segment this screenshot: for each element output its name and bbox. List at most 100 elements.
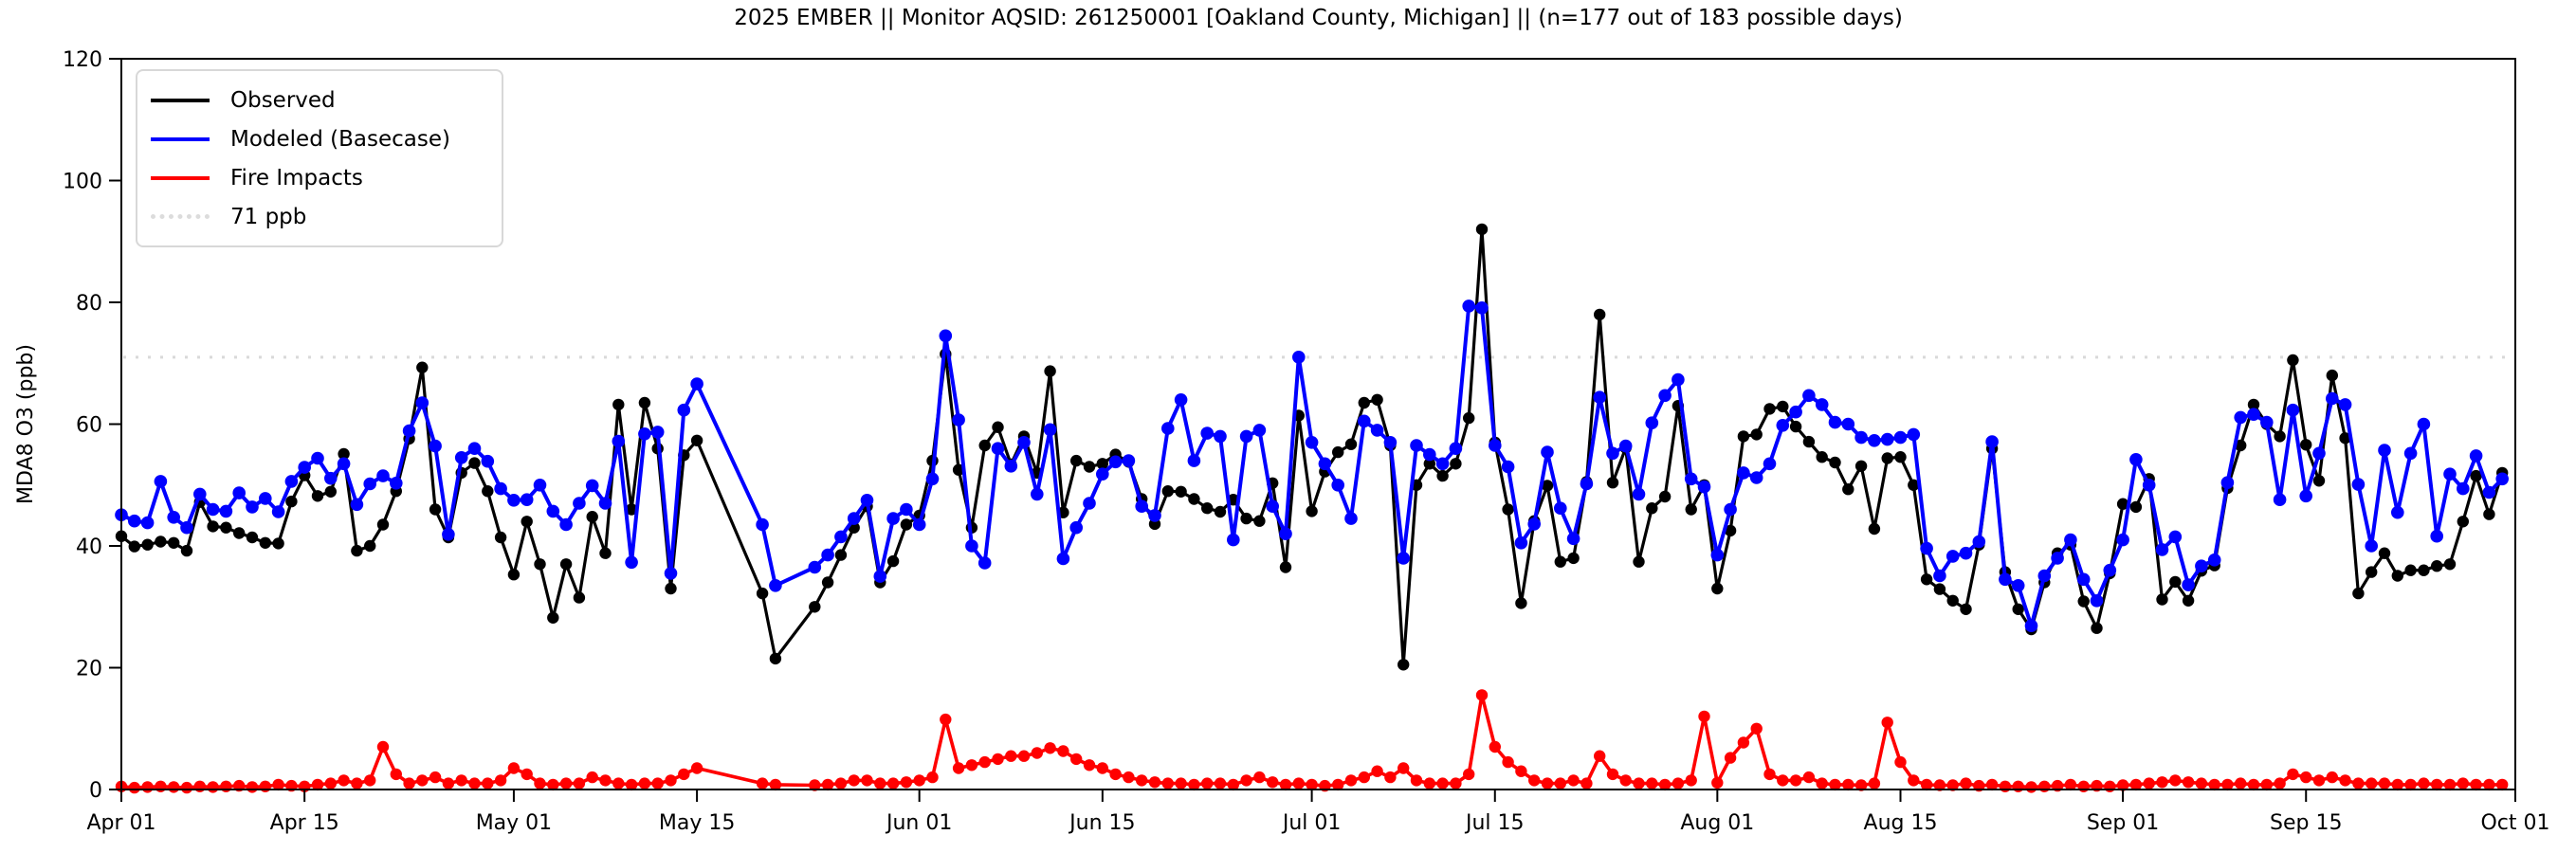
series-marker — [2260, 778, 2273, 791]
legend-line-sample — [151, 175, 210, 180]
series-marker — [1566, 532, 1580, 546]
series-marker — [1776, 419, 1790, 432]
series-marker — [2247, 408, 2260, 422]
series-marker — [664, 567, 678, 580]
series-marker — [1554, 555, 1567, 568]
series-marker — [2182, 578, 2195, 591]
series-marker — [586, 511, 598, 523]
series-marker — [1829, 778, 1841, 791]
series-marker — [271, 505, 285, 518]
series-marker — [2143, 777, 2155, 789]
series-marker — [1501, 460, 1515, 474]
series-marker — [1528, 774, 1541, 787]
series-marker — [2103, 563, 2117, 577]
series-marker — [2338, 398, 2352, 411]
series-marker — [1737, 466, 1750, 480]
series-marker — [665, 774, 677, 787]
series-marker — [1253, 771, 1266, 784]
series-marker — [809, 601, 821, 613]
series-marker — [220, 780, 232, 792]
series-marker — [625, 778, 638, 791]
series-marker — [350, 498, 364, 512]
series-marker — [1658, 490, 1672, 503]
series-marker — [1384, 771, 1397, 784]
series-marker — [1331, 479, 1344, 492]
series-marker — [1672, 777, 1685, 789]
series-marker — [219, 504, 233, 518]
series-marker — [1894, 451, 1907, 463]
series-marker — [311, 451, 324, 465]
series-marker — [2182, 594, 2195, 607]
x-tick-label: Jul 01 — [1281, 811, 1342, 835]
series-marker — [2247, 398, 2260, 411]
series-marker — [1370, 424, 1384, 437]
series-marker — [1463, 411, 1475, 425]
series-marker — [2195, 559, 2208, 572]
series-marker — [1618, 439, 1633, 453]
series-marker — [1777, 774, 1789, 787]
series-marker — [573, 497, 586, 510]
series-marker — [1868, 777, 1881, 789]
series-marker — [1515, 765, 1527, 777]
series-marker — [978, 439, 991, 452]
series-marker — [1868, 434, 1881, 447]
series-marker — [1658, 778, 1672, 791]
series-marker — [2391, 570, 2403, 582]
series-marker — [1423, 447, 1436, 462]
series-marker — [468, 777, 481, 789]
series-marker — [1515, 597, 1527, 609]
series-marker — [1174, 393, 1188, 407]
series-marker — [559, 558, 573, 571]
series-marker — [573, 591, 586, 604]
series-marker — [1594, 308, 1606, 321]
series-marker — [1410, 439, 1423, 452]
series-marker — [1632, 487, 1646, 501]
x-tick-label: Apr 01 — [86, 811, 155, 835]
series-marker — [913, 774, 925, 787]
series-marker — [2378, 547, 2391, 559]
series-marker — [155, 780, 167, 792]
series-marker — [1567, 774, 1580, 787]
series-marker — [1239, 429, 1253, 444]
series-marker — [2116, 533, 2129, 547]
series-marker — [834, 530, 848, 544]
series-marker — [886, 777, 900, 789]
series-marker — [1802, 389, 1816, 403]
series-marker — [2312, 475, 2326, 487]
series-marker — [1685, 774, 1697, 787]
legend-label: Fire Impacts — [230, 165, 363, 191]
series-marker — [324, 471, 338, 485]
series-marker — [834, 777, 848, 789]
series-marker — [1908, 774, 1920, 787]
series-marker — [259, 536, 271, 549]
series-marker — [442, 777, 455, 789]
series-marker — [598, 497, 612, 510]
series-marker — [1436, 777, 1449, 789]
series-marker — [2195, 777, 2208, 789]
series-marker — [1541, 445, 1554, 459]
y-tick-label: 100 — [63, 171, 102, 194]
series-marker — [494, 774, 507, 787]
series-marker — [351, 777, 363, 789]
series-marker — [1698, 710, 1710, 723]
series-marker — [900, 502, 913, 517]
series-marker — [1933, 779, 1946, 791]
series-marker — [1514, 536, 1528, 550]
series-marker — [1920, 573, 1933, 586]
series-marker — [482, 485, 494, 498]
series-marker — [1175, 485, 1187, 498]
series-marker — [586, 771, 598, 784]
series-marker — [1344, 438, 1358, 450]
series-marker — [861, 774, 873, 787]
series-marker — [2051, 552, 2064, 565]
series-marker — [1475, 223, 1489, 236]
series-marker — [1985, 435, 1999, 448]
legend-label: Modeled (Basecase) — [230, 126, 450, 152]
series-marker — [455, 774, 467, 787]
series-marker — [1214, 429, 1227, 444]
series-marker — [1854, 460, 1868, 472]
series-marker — [2011, 579, 2025, 592]
series-marker — [886, 554, 900, 568]
series-marker — [220, 521, 232, 534]
